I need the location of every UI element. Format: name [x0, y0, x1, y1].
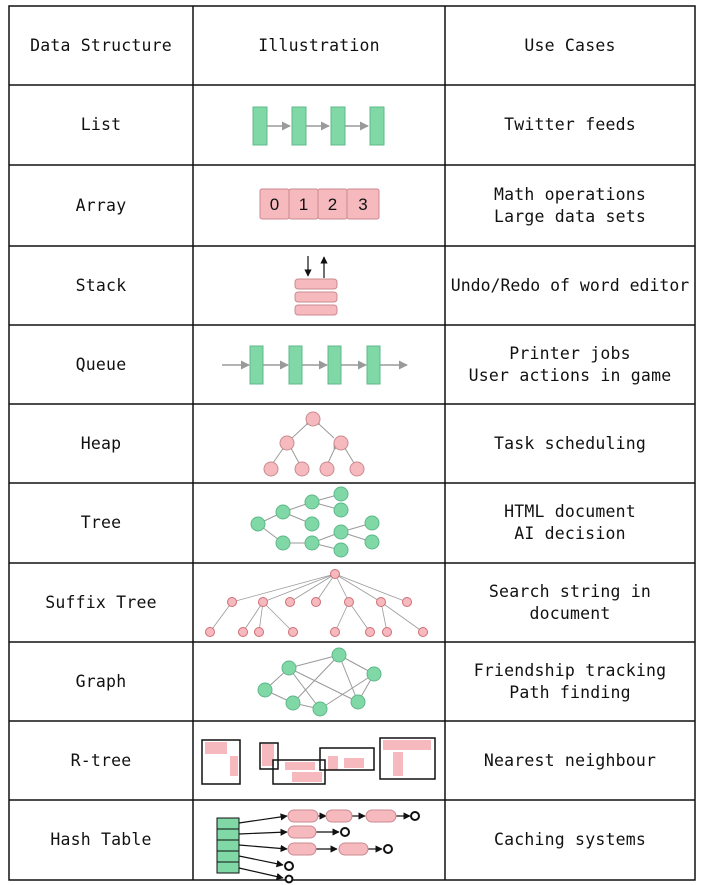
- row-array-name: Array: [75, 195, 127, 215]
- use-case-line: Path finding: [509, 682, 631, 702]
- use-case-line: Undo/Redo of word editor: [450, 275, 690, 295]
- use-case-line: Task scheduling: [493, 433, 646, 453]
- queue-illustration: [222, 345, 408, 385]
- row-r-tree-name: R-tree: [70, 750, 132, 770]
- row-queue-name: Queue: [75, 354, 127, 374]
- row-suffix-tree-use-cases: Search string in document: [445, 563, 695, 642]
- r-tree-illustration: [201, 737, 436, 785]
- row-hash-table-use-cases: Caching systems: [445, 800, 695, 880]
- row-heap-use-cases: Task scheduling: [445, 404, 695, 483]
- heap-illustration: [263, 411, 365, 477]
- use-case-line: Nearest neighbour: [483, 750, 657, 770]
- array-cell-0: 0: [270, 195, 279, 214]
- array-illustration: 0 1 2 3: [259, 188, 380, 220]
- suffix-tree-illustration: [205, 569, 428, 637]
- row-suffix-tree-name: Suffix Tree: [45, 592, 157, 612]
- row-array-use-cases: Math operations Large data sets: [445, 165, 695, 246]
- use-case-line: Friendship tracking: [473, 660, 667, 680]
- row-heap-name: Heap: [80, 433, 122, 453]
- hash-table-illustration: [216, 809, 420, 884]
- row-stack-use-cases: Undo/Redo of word editor: [445, 246, 695, 325]
- row-r-tree-use-cases: Nearest neighbour: [445, 721, 695, 800]
- use-case-line: Math operations: [493, 184, 646, 204]
- array-cell-1: 1: [299, 195, 308, 214]
- row-list-name: List: [80, 115, 122, 134]
- array-cell-2: 2: [328, 195, 337, 214]
- use-case-line: document: [529, 603, 611, 623]
- header-data-structure: Data Structure: [30, 35, 172, 55]
- use-case-line: Printer jobs: [509, 343, 631, 363]
- tree-illustration: [250, 486, 380, 558]
- row-graph-use-cases: Friendship tracking Path finding: [445, 642, 695, 721]
- row-queue-use-cases: Printer jobs User actions in game: [445, 325, 695, 404]
- row-stack-name: Stack: [75, 275, 127, 295]
- use-case-line: User actions in game: [468, 365, 672, 385]
- header-illustration: Illustration: [258, 35, 380, 55]
- array-cell-3: 3: [358, 195, 367, 214]
- stack-illustration: [294, 256, 338, 316]
- row-tree-name: Tree: [80, 513, 122, 532]
- use-case-line: Twitter feeds: [504, 115, 636, 134]
- use-case-line: HTML document: [504, 502, 636, 521]
- use-case-line: Caching systems: [493, 830, 646, 849]
- use-case-line: Search string in: [488, 581, 652, 601]
- row-graph-name: Graph: [75, 671, 127, 691]
- use-case-line: AI decision: [514, 524, 626, 543]
- table-grid-lines: [8, 5, 696, 881]
- header-use-cases: Use Cases: [524, 35, 616, 55]
- graph-illustration: [257, 647, 382, 717]
- use-case-line: Large data sets: [493, 206, 646, 226]
- row-list-use-cases: Twitter feeds: [445, 85, 695, 165]
- row-hash-table-name: Hash Table: [50, 830, 152, 849]
- row-tree-use-cases: HTML document AI decision: [445, 483, 695, 563]
- list-illustration: [252, 106, 385, 146]
